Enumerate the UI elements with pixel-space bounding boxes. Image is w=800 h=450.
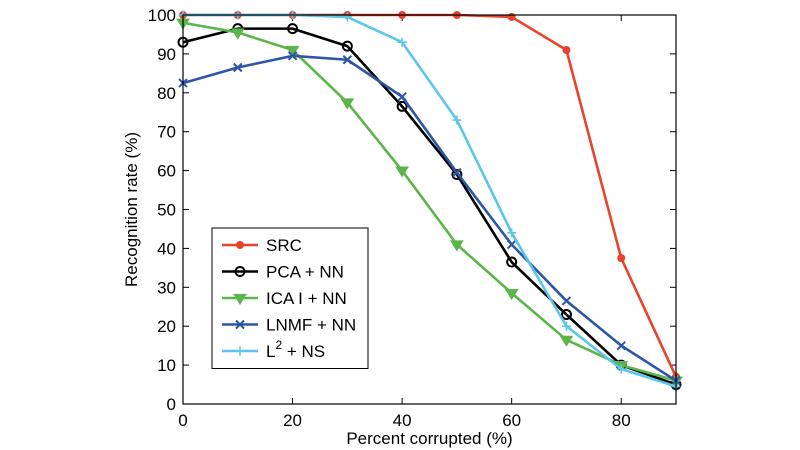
data-point xyxy=(507,228,517,238)
y-tick-label: 40 xyxy=(157,239,176,258)
data-point xyxy=(506,256,518,268)
series-line xyxy=(182,21,677,382)
data-point xyxy=(395,166,410,178)
data-point xyxy=(340,98,355,110)
y-tick-label: 90 xyxy=(157,45,176,64)
data-point xyxy=(504,289,519,301)
legend-label: L2 + NS xyxy=(266,338,325,361)
y-tick-label: 0 xyxy=(167,395,176,414)
legend-label-main: L xyxy=(266,342,275,361)
data-point xyxy=(230,28,245,40)
data-point xyxy=(452,167,462,178)
y-tick-label: 80 xyxy=(157,84,176,103)
legend: SRC PCA + NN ICA I + NN LNMF + NN L2 + NS xyxy=(211,227,369,369)
legend-label: LNMF + NN xyxy=(266,316,356,335)
data-point xyxy=(342,55,353,65)
legend-item: ICA I + NN xyxy=(222,289,347,308)
legend-marker xyxy=(235,319,245,330)
tick-labels: 0 20 40 60 80 0 10 20 30 40 50 60 70 80 90 100 xyxy=(148,6,631,430)
x-tick-label: 0 xyxy=(178,411,187,430)
x-axis-title: Percent corrupted (%) xyxy=(346,429,512,448)
data-point xyxy=(617,254,626,263)
legend-label-main: SRC xyxy=(266,236,302,255)
data-point xyxy=(287,23,299,35)
data-point xyxy=(341,40,353,52)
series-line xyxy=(182,54,677,382)
data-point xyxy=(616,340,626,351)
legend-label: SRC xyxy=(266,236,302,255)
legend-marker xyxy=(235,346,245,356)
series-ica-i-nn xyxy=(176,18,683,388)
x-tick-label: 60 xyxy=(502,411,521,430)
data-point xyxy=(397,91,407,102)
y-tick-label: 10 xyxy=(157,356,176,375)
data-point xyxy=(616,364,626,374)
legend-label-superscript: 2 xyxy=(275,338,282,352)
legend-label: ICA I + NN xyxy=(266,289,347,308)
legend-marker xyxy=(233,293,247,305)
x-tick-label: 20 xyxy=(283,411,302,430)
legend-marker xyxy=(234,266,246,277)
data-point xyxy=(561,321,571,331)
legend-marker xyxy=(236,241,244,249)
legend-item: SRC xyxy=(222,236,302,255)
y-tick-label: 50 xyxy=(157,201,176,220)
data-point xyxy=(560,309,572,321)
y-tick-label: 70 xyxy=(157,123,176,142)
data-point xyxy=(562,46,571,55)
data-point xyxy=(452,115,462,125)
data-point xyxy=(506,239,517,250)
data-point xyxy=(233,62,243,73)
data-point xyxy=(561,296,572,306)
axes xyxy=(182,14,677,405)
legend-label: PCA + NN xyxy=(266,263,344,282)
y-axis-title: Recognition rate (%) xyxy=(122,132,141,287)
data-point xyxy=(451,168,463,180)
x-tick-label: 40 xyxy=(393,411,412,430)
y-tick-label: 30 xyxy=(157,278,176,297)
y-tick-label: 60 xyxy=(157,162,176,181)
legend-label-main: LNMF + NN xyxy=(266,316,356,335)
legend-label-main: PCA + NN xyxy=(266,263,344,282)
data-point xyxy=(396,100,408,112)
plot-frame xyxy=(182,14,677,405)
data-point xyxy=(397,37,407,47)
legend-item: L2 + NS xyxy=(222,338,325,361)
legend-label-main: ICA I + NN xyxy=(266,289,347,308)
legend-item: LNMF + NN xyxy=(222,316,356,335)
data-point xyxy=(342,12,352,22)
data-point xyxy=(285,45,300,57)
x-tick-label: 80 xyxy=(612,411,631,430)
data-point xyxy=(559,335,574,347)
y-tick-label: 20 xyxy=(157,317,176,336)
y-tick-label: 100 xyxy=(148,6,176,25)
legend-item: PCA + NN xyxy=(222,263,344,282)
series-line xyxy=(182,27,677,386)
data-point xyxy=(449,240,464,252)
legend-label-tail: + NS xyxy=(282,342,325,361)
data-point xyxy=(287,51,298,61)
